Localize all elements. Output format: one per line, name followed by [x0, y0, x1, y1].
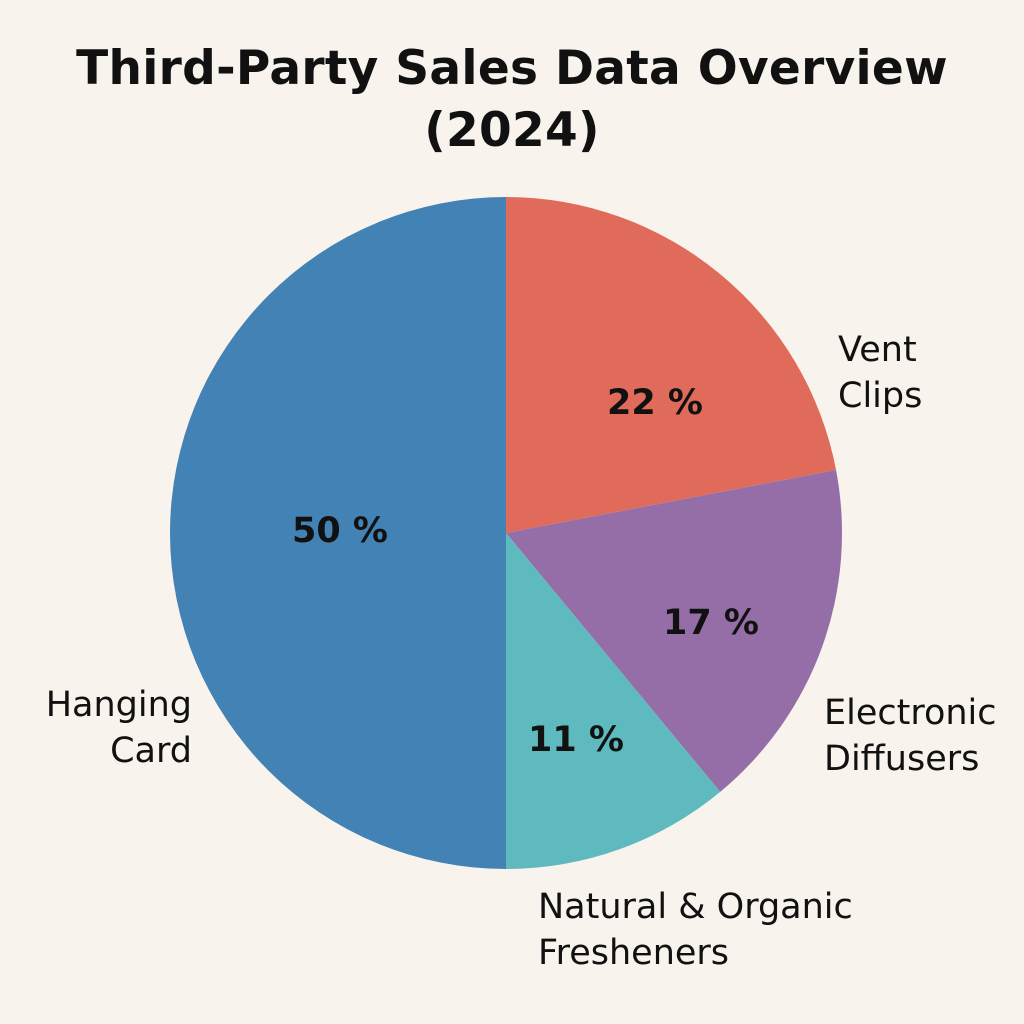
value-label-electronic-diffusers: 17 % [663, 603, 759, 643]
value-label-hanging-card: 50 % [292, 511, 388, 551]
category-label-line: Diffusers [824, 739, 979, 779]
chart-title-line-2: (2024) [424, 103, 600, 158]
category-label-line: Electronic [824, 693, 997, 733]
pie-slices [170, 197, 843, 869]
category-label-line: Clips [838, 376, 922, 416]
category-label-line: Natural & Organic [538, 887, 853, 927]
category-label-line: Hanging [46, 685, 192, 725]
category-label-line: Fresheners [538, 933, 729, 973]
category-label-vent-clips: Vent Clips [838, 330, 922, 416]
pie-slice-vent-clips [506, 197, 837, 533]
pie-slice-hanging-card [170, 197, 506, 869]
value-label-natural-organic-fresheners: 11 % [528, 720, 624, 760]
category-label-natural-organic-fresheners: Natural & Organic Fresheners [538, 887, 853, 973]
value-label-vent-clips: 22 % [607, 383, 703, 423]
chart-title: Third-Party Sales Data Overview (2024) [0, 38, 1024, 162]
chart-title-line-1: Third-Party Sales Data Overview [76, 41, 948, 96]
pie-value-labels: 22 % 17 % 11 % 50 % [292, 383, 759, 760]
pie-slice-electronic-diffusers [506, 470, 843, 792]
category-label-line: Vent [838, 330, 917, 370]
category-label-electronic-diffusers: Electronic Diffusers [824, 693, 997, 779]
pie-slice-natural-organic-fresheners [506, 533, 721, 869]
pie-category-labels: Vent Clips Electronic Diffusers Natural & Or… [46, 330, 997, 973]
category-label-hanging-card: Hanging Card [46, 685, 192, 771]
category-label-line: Card [110, 731, 192, 771]
